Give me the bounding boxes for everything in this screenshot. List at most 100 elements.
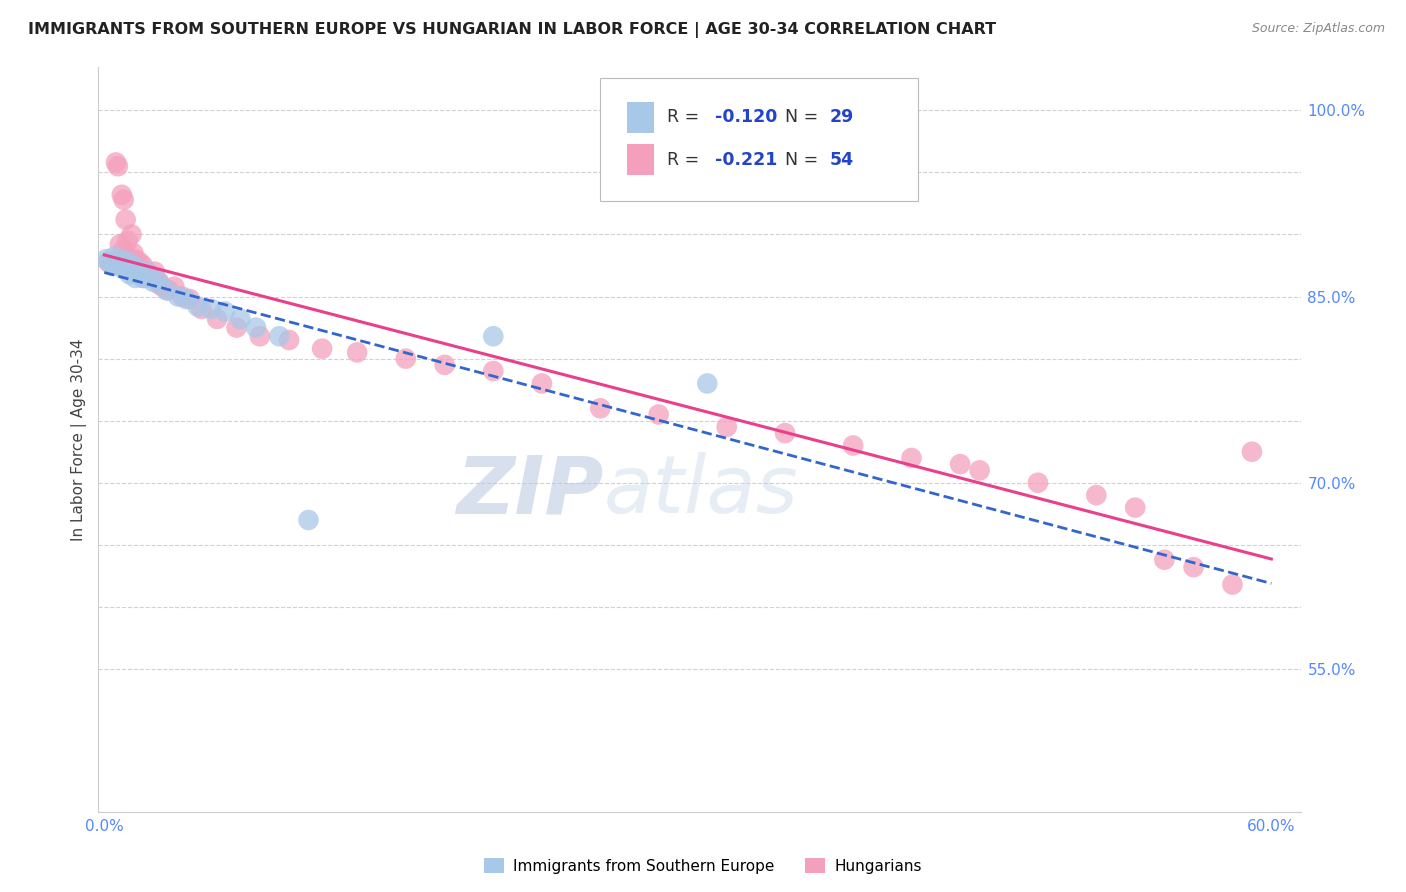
Point — [311, 342, 333, 356]
Point — [205, 312, 228, 326]
Point — [128, 265, 150, 279]
Point — [245, 320, 267, 334]
Point — [157, 284, 180, 298]
Point — [148, 275, 170, 289]
Point — [107, 159, 129, 173]
Point — [1222, 577, 1244, 591]
Point — [121, 227, 143, 242]
Point — [97, 254, 120, 268]
Point — [1026, 475, 1049, 490]
Point — [136, 265, 159, 279]
Point — [155, 284, 177, 298]
Point — [148, 277, 170, 292]
Point — [1123, 500, 1146, 515]
Point — [278, 333, 301, 347]
Point — [136, 265, 159, 279]
Text: -0.221: -0.221 — [716, 151, 778, 169]
Point — [142, 275, 165, 289]
Text: 54: 54 — [830, 151, 853, 169]
FancyBboxPatch shape — [627, 144, 654, 175]
Point — [122, 259, 145, 273]
Point — [1240, 444, 1263, 458]
Point — [530, 376, 553, 391]
Point — [482, 329, 505, 343]
Point — [187, 300, 209, 314]
Point — [111, 259, 134, 273]
Point — [900, 450, 922, 465]
Text: atlas: atlas — [603, 452, 799, 531]
Point — [200, 301, 222, 316]
Point — [112, 243, 135, 257]
Text: N =: N = — [785, 151, 824, 169]
Point — [114, 257, 136, 271]
Point — [167, 289, 190, 303]
Text: -0.120: -0.120 — [716, 108, 778, 126]
Point — [104, 155, 127, 169]
Point — [139, 271, 162, 285]
Point — [132, 271, 155, 285]
Point — [108, 237, 131, 252]
Point — [842, 438, 865, 452]
Point — [647, 408, 669, 422]
Y-axis label: In Labor Force | Age 30-34: In Labor Force | Age 30-34 — [72, 338, 87, 541]
Point — [124, 252, 146, 267]
Point — [269, 329, 291, 343]
Point — [118, 267, 141, 281]
Point — [346, 345, 368, 359]
Point — [1085, 488, 1108, 502]
Point — [122, 246, 145, 260]
Point — [112, 262, 135, 277]
Point — [148, 275, 170, 289]
FancyBboxPatch shape — [600, 78, 918, 201]
Point — [433, 358, 456, 372]
Point — [949, 457, 972, 471]
Point — [696, 376, 718, 391]
Point — [249, 329, 271, 343]
Point — [121, 259, 143, 273]
Point — [117, 250, 139, 264]
Text: ZIP: ZIP — [456, 452, 603, 531]
Point — [132, 271, 155, 285]
Point — [179, 292, 201, 306]
Point — [297, 513, 319, 527]
Point — [969, 463, 991, 477]
Point — [101, 259, 124, 273]
Point — [117, 234, 139, 248]
Text: 29: 29 — [830, 108, 853, 126]
Point — [174, 292, 197, 306]
Point — [190, 301, 212, 316]
Text: IMMIGRANTS FROM SOUTHERN EUROPE VS HUNGARIAN IN LABOR FORCE | AGE 30-34 CORRELAT: IMMIGRANTS FROM SOUTHERN EUROPE VS HUNGA… — [28, 22, 997, 38]
Point — [132, 259, 155, 273]
Text: N =: N = — [785, 108, 824, 126]
Point — [98, 256, 121, 270]
Point — [214, 304, 236, 318]
Point — [1153, 552, 1175, 566]
Point — [104, 259, 127, 273]
Point — [152, 279, 174, 293]
Point — [103, 250, 125, 264]
Point — [482, 364, 505, 378]
Point — [225, 320, 247, 334]
Point — [1182, 560, 1205, 574]
Legend: Immigrants from Southern Europe, Hungarians: Immigrants from Southern Europe, Hungari… — [478, 852, 928, 880]
Point — [143, 265, 166, 279]
Point — [96, 252, 118, 267]
Text: R =: R = — [666, 108, 704, 126]
Point — [108, 252, 131, 267]
Point — [716, 420, 738, 434]
Point — [229, 312, 252, 326]
Point — [170, 289, 193, 303]
Text: R =: R = — [666, 151, 704, 169]
Point — [114, 212, 136, 227]
Text: Source: ZipAtlas.com: Source: ZipAtlas.com — [1251, 22, 1385, 36]
Point — [117, 254, 139, 268]
Point — [773, 426, 796, 441]
Point — [163, 279, 186, 293]
Point — [111, 187, 134, 202]
Point — [128, 254, 150, 268]
Point — [395, 351, 418, 366]
Point — [112, 193, 135, 207]
Point — [589, 401, 612, 416]
Point — [124, 271, 146, 285]
FancyBboxPatch shape — [627, 102, 654, 133]
